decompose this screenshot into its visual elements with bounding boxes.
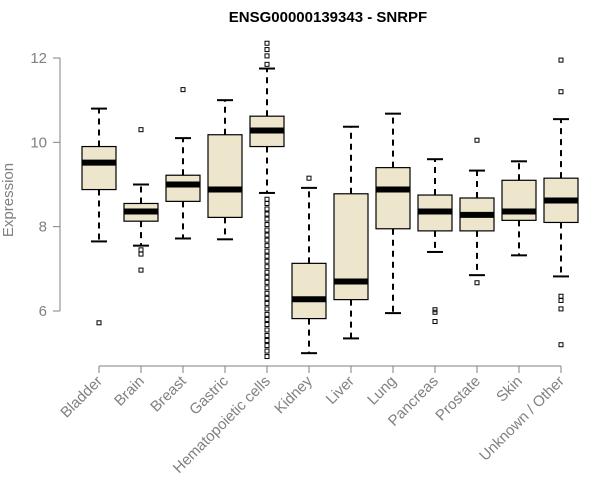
y-tick-label-8: 8	[39, 219, 47, 236]
box-iqr	[375, 167, 411, 230]
x-tick-label-liver: Liver	[323, 373, 358, 408]
y-axis: 6 8 10 12	[30, 50, 61, 320]
outlier-point	[264, 332, 270, 338]
box-iqr	[207, 134, 243, 218]
outlier-point	[138, 247, 144, 253]
outlier-point	[264, 274, 270, 280]
y-axis-label: Expression	[0, 163, 17, 237]
outlier-point	[264, 258, 270, 264]
outlier-point	[264, 343, 270, 349]
outlier-point	[558, 57, 564, 63]
outlier-point	[264, 279, 270, 285]
outlier-point	[264, 53, 270, 59]
x-tick-label-prostate: Prostate	[432, 373, 484, 425]
outlier-point	[264, 227, 270, 233]
outlier-point	[138, 251, 144, 257]
outlier-point	[264, 211, 270, 217]
outlier-point	[558, 89, 564, 95]
boxes	[81, 40, 579, 360]
outlier-point	[558, 297, 564, 303]
outlier-point	[264, 348, 270, 354]
outlier-point	[264, 206, 270, 212]
outlier-point	[264, 237, 270, 243]
box-brain	[123, 127, 159, 273]
x-tick-label-brain: Brain	[111, 373, 148, 410]
outlier-point	[264, 243, 270, 249]
outlier-point	[138, 267, 144, 273]
box-iqr	[291, 262, 327, 320]
box-iqr	[81, 145, 117, 191]
chart-title: ENSG00000139343 - SNRPF	[229, 9, 427, 26]
box-kidney	[291, 175, 327, 355]
outlier-point	[264, 269, 270, 275]
box-bladder	[81, 107, 117, 326]
box-gastric	[207, 99, 243, 241]
outlier-point	[264, 232, 270, 238]
outlier-point	[264, 253, 270, 259]
outlier-point	[264, 216, 270, 222]
outlier-point	[432, 319, 438, 325]
outlier-point	[474, 280, 480, 286]
outlier-point	[264, 290, 270, 296]
outlier-point	[180, 87, 186, 93]
x-tick-label-lung: Lung	[364, 373, 400, 409]
box-lung	[375, 112, 411, 315]
box-hematopoietic-cells	[249, 40, 285, 360]
outlier-point	[264, 248, 270, 254]
outlier-point	[264, 311, 270, 317]
outlier-point	[264, 295, 270, 301]
outlier-point	[264, 61, 270, 67]
box-iqr	[165, 174, 201, 202]
outlier-point	[432, 307, 438, 313]
outlier-point	[264, 321, 270, 327]
outlier-point	[264, 200, 270, 206]
outlier-point	[96, 320, 102, 326]
x-tick-label-kidney: Kidney	[271, 372, 316, 417]
box-liver	[333, 125, 369, 340]
outlier-point	[264, 306, 270, 312]
y-tick-label-12: 12	[30, 50, 47, 67]
box-prostate	[459, 137, 495, 286]
outlier-point	[264, 47, 270, 53]
outlier-point	[264, 327, 270, 333]
box-pancreas	[417, 158, 453, 325]
outlier-point	[558, 306, 564, 312]
outlier-point	[264, 300, 270, 306]
box-breast	[165, 87, 201, 240]
y-tick-label-6: 6	[39, 303, 47, 320]
outlier-point	[558, 293, 564, 299]
outlier-point	[264, 338, 270, 344]
x-tick-label-bladder: Bladder	[57, 373, 106, 422]
outlier-point	[264, 40, 270, 46]
y-tick-label-10: 10	[30, 134, 47, 151]
outlier-point	[138, 127, 144, 133]
box-skin	[501, 160, 537, 257]
x-tick-label-breast: Breast	[147, 372, 190, 415]
x-tick-label-skin: Skin	[493, 373, 526, 406]
outlier-point	[264, 264, 270, 270]
outlier-point	[432, 309, 438, 315]
outlier-point	[264, 196, 270, 202]
outlier-point	[264, 354, 270, 360]
outlier-point	[264, 316, 270, 322]
outlier-point	[264, 222, 270, 228]
outlier-point	[264, 285, 270, 291]
outlier-point	[474, 137, 480, 143]
box-unknown-other	[543, 57, 579, 348]
outlier-point	[306, 175, 312, 181]
outlier-point	[558, 342, 564, 348]
